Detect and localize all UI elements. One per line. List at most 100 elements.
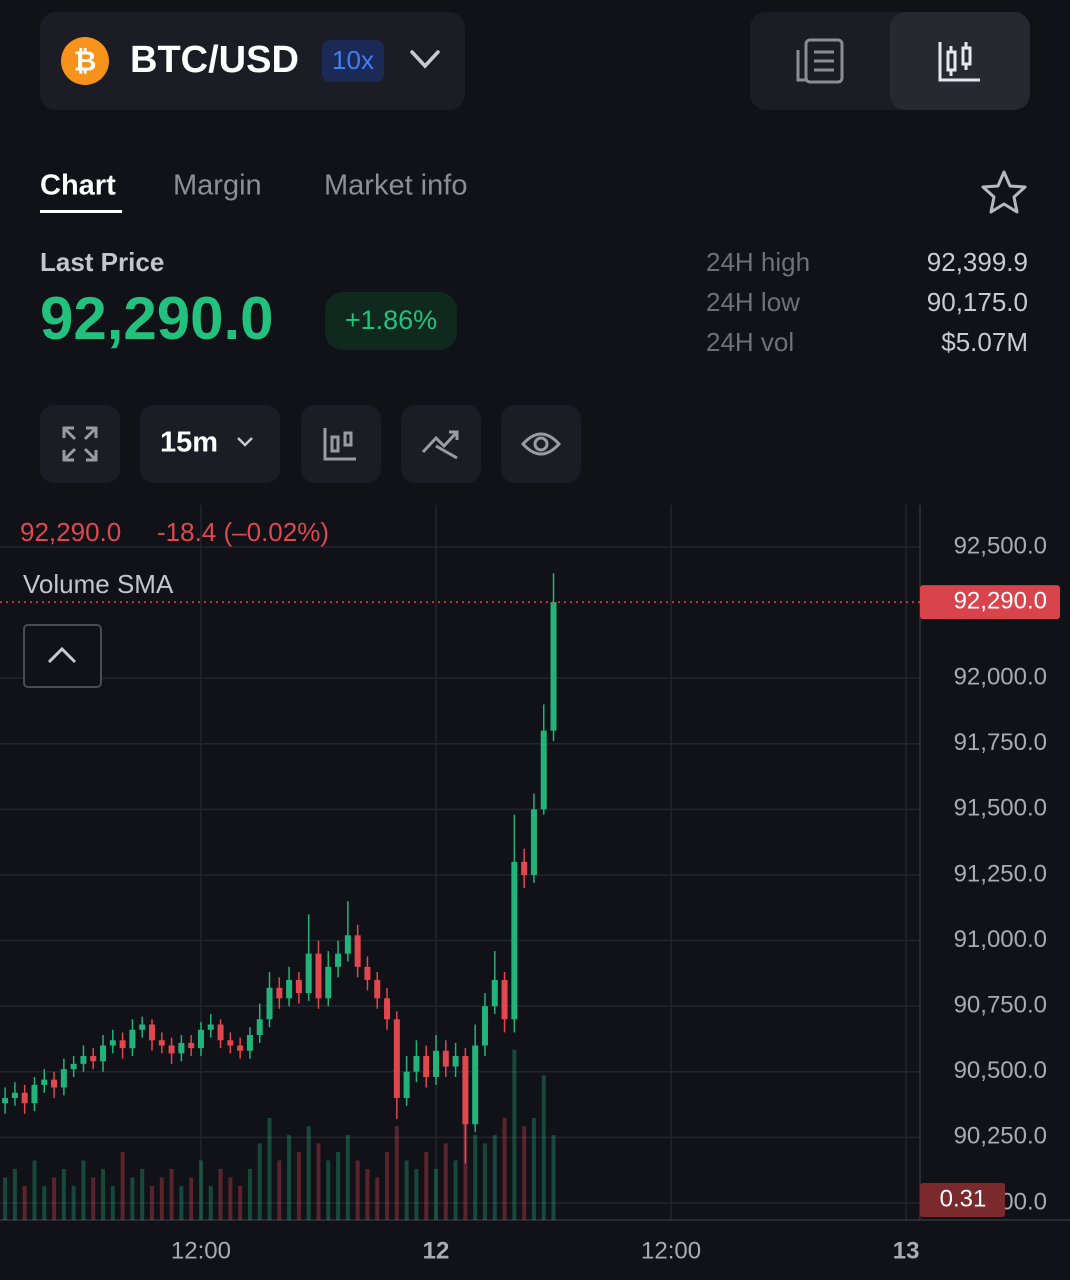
volume-bar <box>101 1168 106 1220</box>
candle-body <box>217 1024 224 1041</box>
candle-body <box>511 861 518 1020</box>
candle-body <box>60 1069 67 1088</box>
candle-body <box>481 1006 488 1046</box>
volume-bar <box>238 1185 243 1220</box>
y-tick-label: 90,250.0 <box>954 1123 1047 1150</box>
volume-bar <box>71 1185 76 1220</box>
candle-body <box>472 1045 479 1125</box>
volume-bar <box>130 1177 135 1220</box>
y-tick-label: 91,250.0 <box>954 860 1047 887</box>
chart-icon[interactable] <box>938 42 980 82</box>
legend-price: 92,290.0 <box>20 517 121 547</box>
volume-bar <box>179 1185 184 1220</box>
view-switch <box>750 12 1030 110</box>
volume-bar <box>355 1160 360 1220</box>
volume-bar <box>169 1168 174 1220</box>
chart-type-button[interactable] <box>301 405 381 483</box>
candle-body <box>168 1045 175 1054</box>
x-tick-label: 13 <box>893 1237 920 1264</box>
last-price: 92,290.0 <box>40 285 274 352</box>
pair-selector[interactable]: ₿ BTC/USD 10x <box>40 12 465 110</box>
candle-body <box>325 966 332 999</box>
volume-bar <box>434 1168 439 1220</box>
leverage-badge <box>322 40 384 82</box>
candle-body <box>80 1056 87 1064</box>
volume-bar <box>208 1185 213 1220</box>
eye-icon <box>520 432 562 456</box>
interval-button[interactable] <box>140 405 280 483</box>
candle-body <box>256 1019 263 1036</box>
candle-body <box>41 1079 48 1085</box>
interval-chevron <box>237 437 253 447</box>
pair-pill[interactable] <box>40 12 465 110</box>
volume-bar <box>159 1177 164 1220</box>
x-tick-label: 12 <box>423 1237 450 1264</box>
last-price-label: Last Price <box>40 247 164 277</box>
candle-body <box>413 1056 420 1072</box>
fullscreen-button[interactable] <box>40 405 120 483</box>
y-tick-label: 90,750.0 <box>954 991 1047 1018</box>
tab[interactable]: Margin <box>173 170 262 202</box>
volume-bar <box>12 1168 17 1220</box>
visibility-button[interactable] <box>501 405 581 483</box>
candle-body <box>540 730 547 810</box>
candle-body <box>521 861 528 875</box>
volume-bar <box>424 1151 429 1220</box>
indicators-icon <box>421 430 459 460</box>
y-tick-label: 91,000.0 <box>954 926 1047 953</box>
candle-body <box>227 1040 234 1046</box>
candle-body <box>139 1024 146 1030</box>
candle-body <box>550 602 557 731</box>
favorite-star[interactable] <box>981 170 1027 214</box>
candle-body <box>109 1040 116 1046</box>
volume-bar <box>531 1117 536 1220</box>
tab[interactable]: Chart <box>40 170 116 202</box>
volume-bar <box>443 1143 448 1220</box>
candle-body <box>452 1056 459 1067</box>
volume-bar <box>414 1168 419 1220</box>
candle-body <box>148 1024 155 1041</box>
candle-body <box>403 1071 410 1098</box>
candle-body <box>374 979 381 999</box>
last-price-tag <box>920 585 1060 620</box>
candle-body <box>158 1040 165 1046</box>
volume-bar <box>42 1185 47 1220</box>
switch-active[interactable] <box>890 12 1030 110</box>
candle-body <box>491 979 498 1007</box>
volume-bar <box>218 1168 223 1220</box>
candle-body <box>433 1050 440 1077</box>
candle-body <box>266 987 273 1020</box>
chart: 90,000.090,250.090,500.090,750.091,000.0… <box>0 505 1070 1264</box>
candle-body <box>246 1035 253 1051</box>
candle-body <box>286 979 293 999</box>
volume-bar <box>287 1134 292 1220</box>
volume-bar <box>375 1177 380 1220</box>
candle-body <box>530 809 537 875</box>
stat-label: 24H high <box>706 247 810 277</box>
volume-bar <box>385 1151 390 1220</box>
stat-label: 24H low <box>706 287 800 317</box>
x-tick-label: 12:00 <box>171 1237 231 1264</box>
volume-bar <box>512 1049 517 1220</box>
stat-label: 24H vol <box>706 327 794 357</box>
candle-body <box>237 1045 244 1051</box>
last-price-tag-label: 92,290.0 <box>954 587 1047 614</box>
volume-bar <box>61 1168 66 1220</box>
legend-change: -18.4 (–0.02%) <box>157 517 329 547</box>
news-icon[interactable] <box>796 38 844 84</box>
volume-bar <box>189 1177 194 1220</box>
stats: 24H high 92,399.9 24H low 90,175.0 24H v… <box>706 247 1028 357</box>
volume-bar <box>306 1126 311 1220</box>
pair-name: BTC/USD <box>130 39 299 81</box>
collapse-button[interactable] <box>23 624 102 688</box>
candle-body <box>2 1097 9 1104</box>
volume-bar <box>365 1168 370 1220</box>
candle-body <box>354 935 361 967</box>
candle-body <box>501 979 508 1020</box>
tab[interactable]: Market info <box>324 170 467 202</box>
y-tick-label: 92,500.0 <box>954 532 1047 559</box>
btc-symbol: ₿ <box>74 45 97 76</box>
volume-bar <box>257 1143 262 1220</box>
volume-bar <box>522 1126 527 1220</box>
